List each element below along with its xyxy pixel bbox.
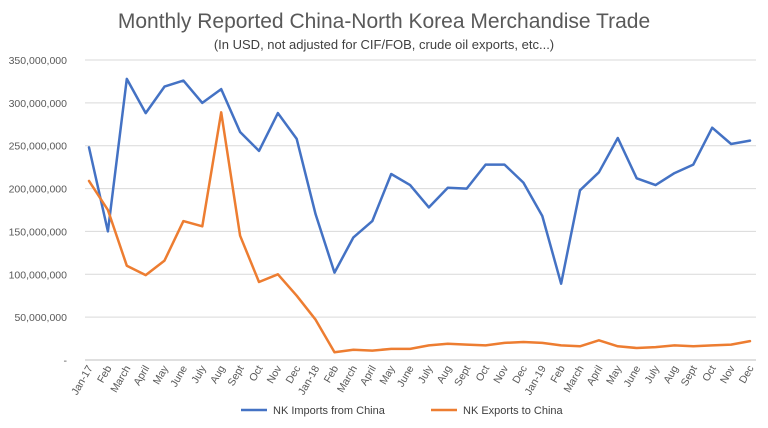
y-tick-label: 200,000,000 [9,184,68,196]
x-tick-label: Oct [700,363,719,383]
x-tick-label: Nov [491,363,511,386]
series-lines [87,77,752,354]
legend: NK Imports from China NK Exports to China [241,405,564,417]
y-tick-label: 50,000,000 [14,312,67,324]
x-tick-label: June [622,363,644,389]
x-tick-label: April [131,364,152,388]
x-tick-label: March [335,363,360,394]
x-tick-label: June [168,363,190,389]
y-axis-ticks: - 50,000,000 100,000,000 150,000,000 200,000… [9,55,68,367]
x-tick-label: Oct [247,363,266,383]
x-tick-label: July [642,363,662,386]
legend-label: NK Imports from China [273,405,386,417]
chart-title: Monthly Reported China-North Korea Merch… [118,10,650,33]
x-tick-label: April [358,364,379,388]
chart-subtitle: (In USD, not adjusted for CIF/FOB, crude… [214,37,554,52]
x-tick-label: April [585,364,606,388]
x-tick-label: Nov [718,363,738,386]
x-tick-label: July [416,363,436,386]
y-tick-label: 100,000,000 [9,269,68,281]
x-tick-label: March [562,363,587,394]
series-line-imports [87,77,752,285]
y-tick-label: 150,000,000 [9,226,68,238]
y-tick-label: 250,000,000 [9,141,68,153]
x-tick-label: June [395,363,417,389]
x-tick-label: Sept [679,363,700,388]
y-tick-label: - [64,355,68,367]
x-tick-label: July [189,363,209,386]
y-tick-label: 300,000,000 [9,98,68,110]
x-tick-label: Oct [474,363,493,383]
x-tick-label: Sept [452,363,473,388]
x-tick-label: Sept [225,363,246,388]
x-tick-label: Jan-17 [69,363,96,397]
y-tick-label: 350,000,000 [9,55,68,67]
legend-label: NK Exports to China [463,405,564,417]
x-tick-label: Nov [265,363,285,386]
gridlines [85,59,756,361]
series-line-exports [87,111,752,354]
x-tick-label: March [108,363,133,394]
x-tick-label: Dec [737,364,757,386]
